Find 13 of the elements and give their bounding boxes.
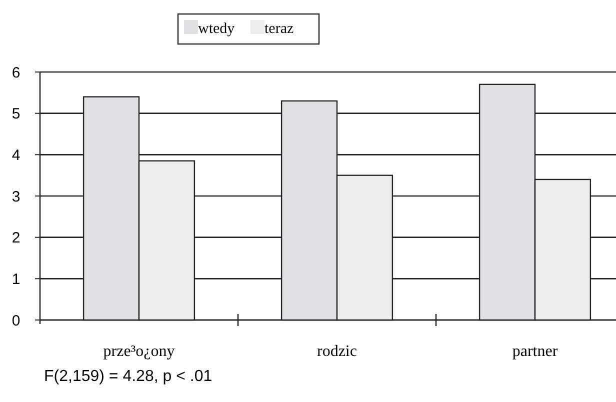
- y-tick-label: 2: [12, 230, 20, 247]
- y-tick-label: 5: [12, 106, 20, 123]
- x-tick-label: prze³o¿ony: [103, 343, 175, 360]
- x-tick-label: rodzic: [317, 343, 357, 360]
- legend-label: wtedy: [198, 21, 236, 37]
- y-tick-label: 0: [12, 312, 20, 330]
- x-tick-label: partner: [512, 343, 558, 360]
- y-tick-label: 6: [12, 64, 20, 82]
- y-tick-label: 1: [12, 270, 20, 288]
- legend-label: teraz: [264, 21, 294, 37]
- y-tick-label: 3: [12, 188, 20, 206]
- text: F(2,159) = 4.28, p < .01: [44, 368, 212, 385]
- y-tick-label: 4: [12, 146, 20, 164]
